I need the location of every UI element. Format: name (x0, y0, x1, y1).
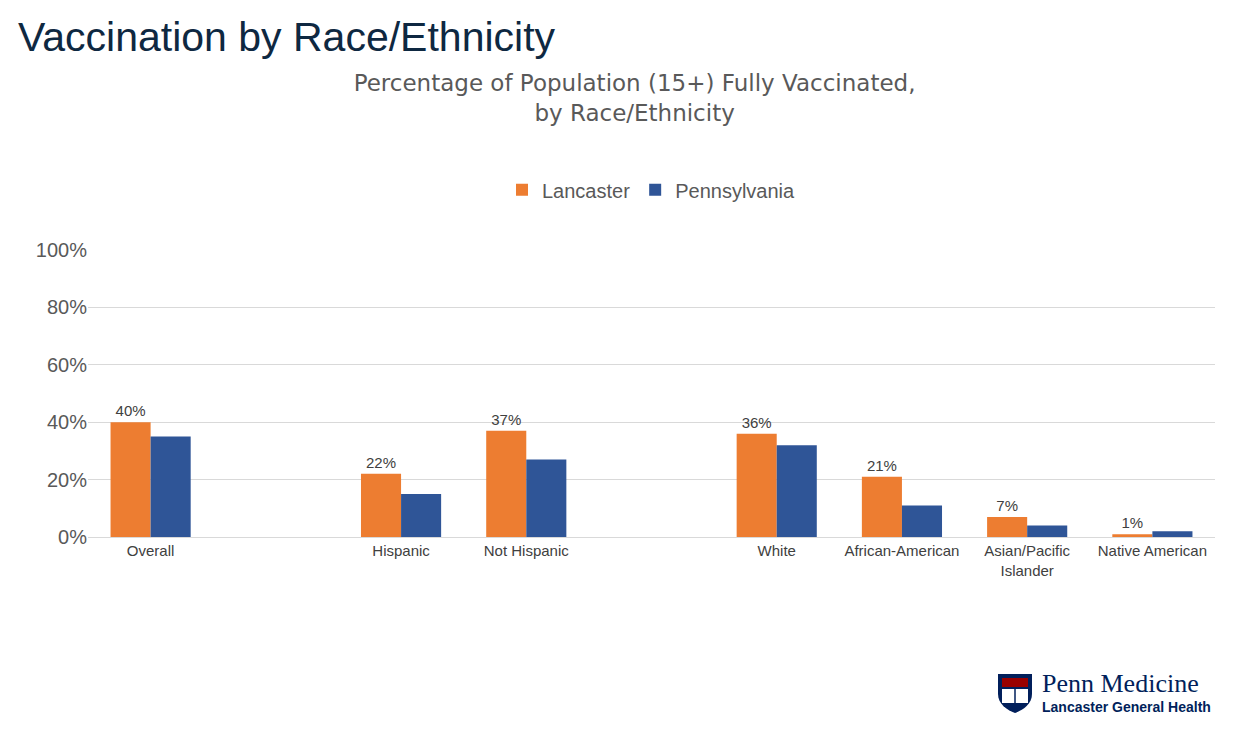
svg-text:100%: 100% (36, 239, 87, 261)
html-text:Penn Medicine: Penn Medicine (1042, 669, 1199, 698)
svg-text:0%: 0% (58, 526, 87, 548)
svg-text:Lancaster: Lancaster (542, 180, 630, 202)
svg-text:37%: 37% (491, 411, 521, 428)
svg-text:White: White (758, 542, 796, 559)
svg-text:22%: 22% (366, 454, 396, 471)
svg-text:21%: 21% (867, 457, 897, 474)
svg-text:40%: 40% (116, 402, 146, 419)
svg-text:African-American: African-American (844, 542, 959, 559)
svg-text:60%: 60% (47, 354, 87, 376)
svg-text:Native American: Native American (1098, 542, 1207, 559)
svg-text:Hispanic: Hispanic (372, 542, 430, 559)
html-text:Vaccination by Race/Ethnicity: Vaccination by Race/Ethnicity (18, 14, 556, 60)
svg-text:36%: 36% (742, 414, 772, 431)
svg-text:Asian/PacificIslander: Asian/PacificIslander (984, 542, 1070, 579)
svg-text:7%: 7% (996, 497, 1018, 514)
svg-text:80%: 80% (47, 296, 87, 318)
svg-text:Not Hispanic: Not Hispanic (484, 542, 570, 559)
svg-text:20%: 20% (47, 469, 87, 491)
svg-text:Percentage of Population (15+): Percentage of Population (15+) Fully Vac… (354, 70, 916, 126)
svg-text:40%: 40% (47, 411, 87, 433)
svg-text:Overall: Overall (127, 542, 175, 559)
html-text:Lancaster General Health: Lancaster General Health (1042, 699, 1211, 715)
svg-text:Pennsylvania: Pennsylvania (675, 180, 795, 202)
svg-text:1%: 1% (1122, 514, 1144, 531)
